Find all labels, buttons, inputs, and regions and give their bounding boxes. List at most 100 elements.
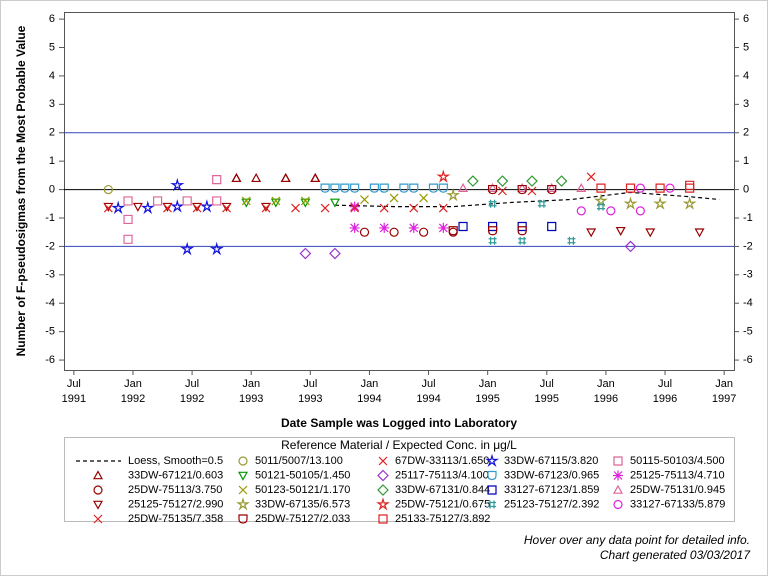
legend-label: 50121-50105/1.450 <box>255 469 350 481</box>
point <box>103 203 113 213</box>
legend-label: 25123-75127/2.392 <box>504 498 599 510</box>
legend-label: 33DW-67121/0.603 <box>128 469 223 481</box>
x-tick-label: Jan <box>361 378 379 390</box>
legend-title: Reference Material / Expected Conc. in μ… <box>281 438 517 452</box>
legend-marker <box>612 484 624 494</box>
point <box>310 172 321 183</box>
legend-label: 33DW-67131/0.844 <box>395 484 490 496</box>
point <box>199 199 214 213</box>
y-tick-label: 1 <box>49 155 55 167</box>
x-tick-label: 1996 <box>594 393 618 405</box>
point <box>496 175 509 187</box>
legend-marker <box>238 456 248 466</box>
x-tick-label: Jan <box>124 378 142 390</box>
point <box>182 196 192 206</box>
legend-label: 67DW-33113/1.650 <box>395 455 489 467</box>
y-tick-label: 3 <box>49 98 55 110</box>
legend-label: 5011/5007/13.100 <box>255 455 343 467</box>
legend-label: 33DW-67135/6.573 <box>255 498 350 510</box>
point <box>428 183 439 193</box>
point <box>488 184 498 195</box>
point <box>586 172 596 182</box>
legend-marker <box>487 485 497 495</box>
point <box>349 222 360 233</box>
x-tick-label: Jul <box>540 378 554 390</box>
legend-label: 33DW-67115/3.820 <box>504 455 598 467</box>
x-tick-label: 1992 <box>121 393 145 405</box>
point <box>537 199 546 208</box>
legend-marker <box>92 470 104 480</box>
y-tick-label: -3 <box>743 269 753 281</box>
point <box>593 193 608 208</box>
point <box>251 172 262 183</box>
point <box>488 199 497 208</box>
x-tick-label: Jan <box>479 378 497 390</box>
point <box>222 203 231 213</box>
point <box>624 240 637 253</box>
point <box>123 196 133 206</box>
point <box>655 183 665 193</box>
point <box>153 196 163 206</box>
y-tick-label: -1 <box>743 212 753 224</box>
point <box>260 202 272 212</box>
point <box>103 184 113 195</box>
y-tick-label: -1 <box>45 212 55 224</box>
point <box>596 183 606 193</box>
point <box>682 196 697 210</box>
legend-marker <box>613 470 623 481</box>
point <box>340 183 350 193</box>
legend-label: 33DW-67123/0.965 <box>504 469 599 481</box>
point <box>241 196 251 206</box>
y-tick-label: -3 <box>45 269 55 281</box>
point <box>359 227 370 237</box>
legend-marker <box>485 453 499 467</box>
point <box>446 187 461 202</box>
legend-marker <box>378 456 388 466</box>
x-axis-label: Date Sample was Logged into Laboratory <box>281 416 517 430</box>
x-tick-label: 1992 <box>180 393 204 405</box>
legend-label: 25125-75113/4.710 <box>630 469 725 481</box>
point <box>419 227 429 237</box>
legend-marker <box>238 485 248 495</box>
point <box>517 182 528 192</box>
point <box>438 203 448 213</box>
legend-label: 25DW-75121/0.675 <box>395 498 490 510</box>
point <box>231 172 242 183</box>
y-tick-label: -6 <box>743 354 753 366</box>
point <box>448 226 458 236</box>
y-tick-label: 6 <box>743 13 749 25</box>
point <box>488 226 498 236</box>
y-tick-label: 4 <box>49 70 55 82</box>
point <box>526 175 538 187</box>
y-tick-label: -4 <box>45 297 55 309</box>
x-tick-label: 1991 <box>62 393 86 405</box>
point <box>399 183 409 193</box>
point <box>191 202 203 212</box>
point <box>694 228 705 238</box>
point <box>419 193 429 203</box>
point <box>212 196 222 206</box>
point <box>329 198 340 208</box>
point <box>330 183 340 193</box>
legend-marker <box>378 514 388 524</box>
y-tick-label: 4 <box>743 70 749 82</box>
point <box>192 203 202 213</box>
footnote: Chart generated 03/03/2017 <box>600 548 751 562</box>
legend-label: 25DW-75135/7.358 <box>128 513 223 525</box>
point <box>685 180 695 190</box>
y-tick-label: 3 <box>743 98 749 110</box>
y-axis-label: Number of F-pseudosigmas from the Most P… <box>14 25 28 356</box>
point <box>517 226 527 236</box>
legend-label: 25117-75113/4.100 <box>395 469 489 481</box>
point <box>576 206 586 216</box>
point <box>320 183 330 193</box>
point <box>212 175 222 185</box>
y-tick-label: -4 <box>743 297 753 309</box>
x-tick-label: 1994 <box>357 393 381 405</box>
point <box>458 221 468 232</box>
x-tick-label: 1997 <box>712 393 736 405</box>
x-tick-label: 1993 <box>298 393 322 405</box>
point <box>438 222 449 233</box>
point <box>132 202 143 212</box>
